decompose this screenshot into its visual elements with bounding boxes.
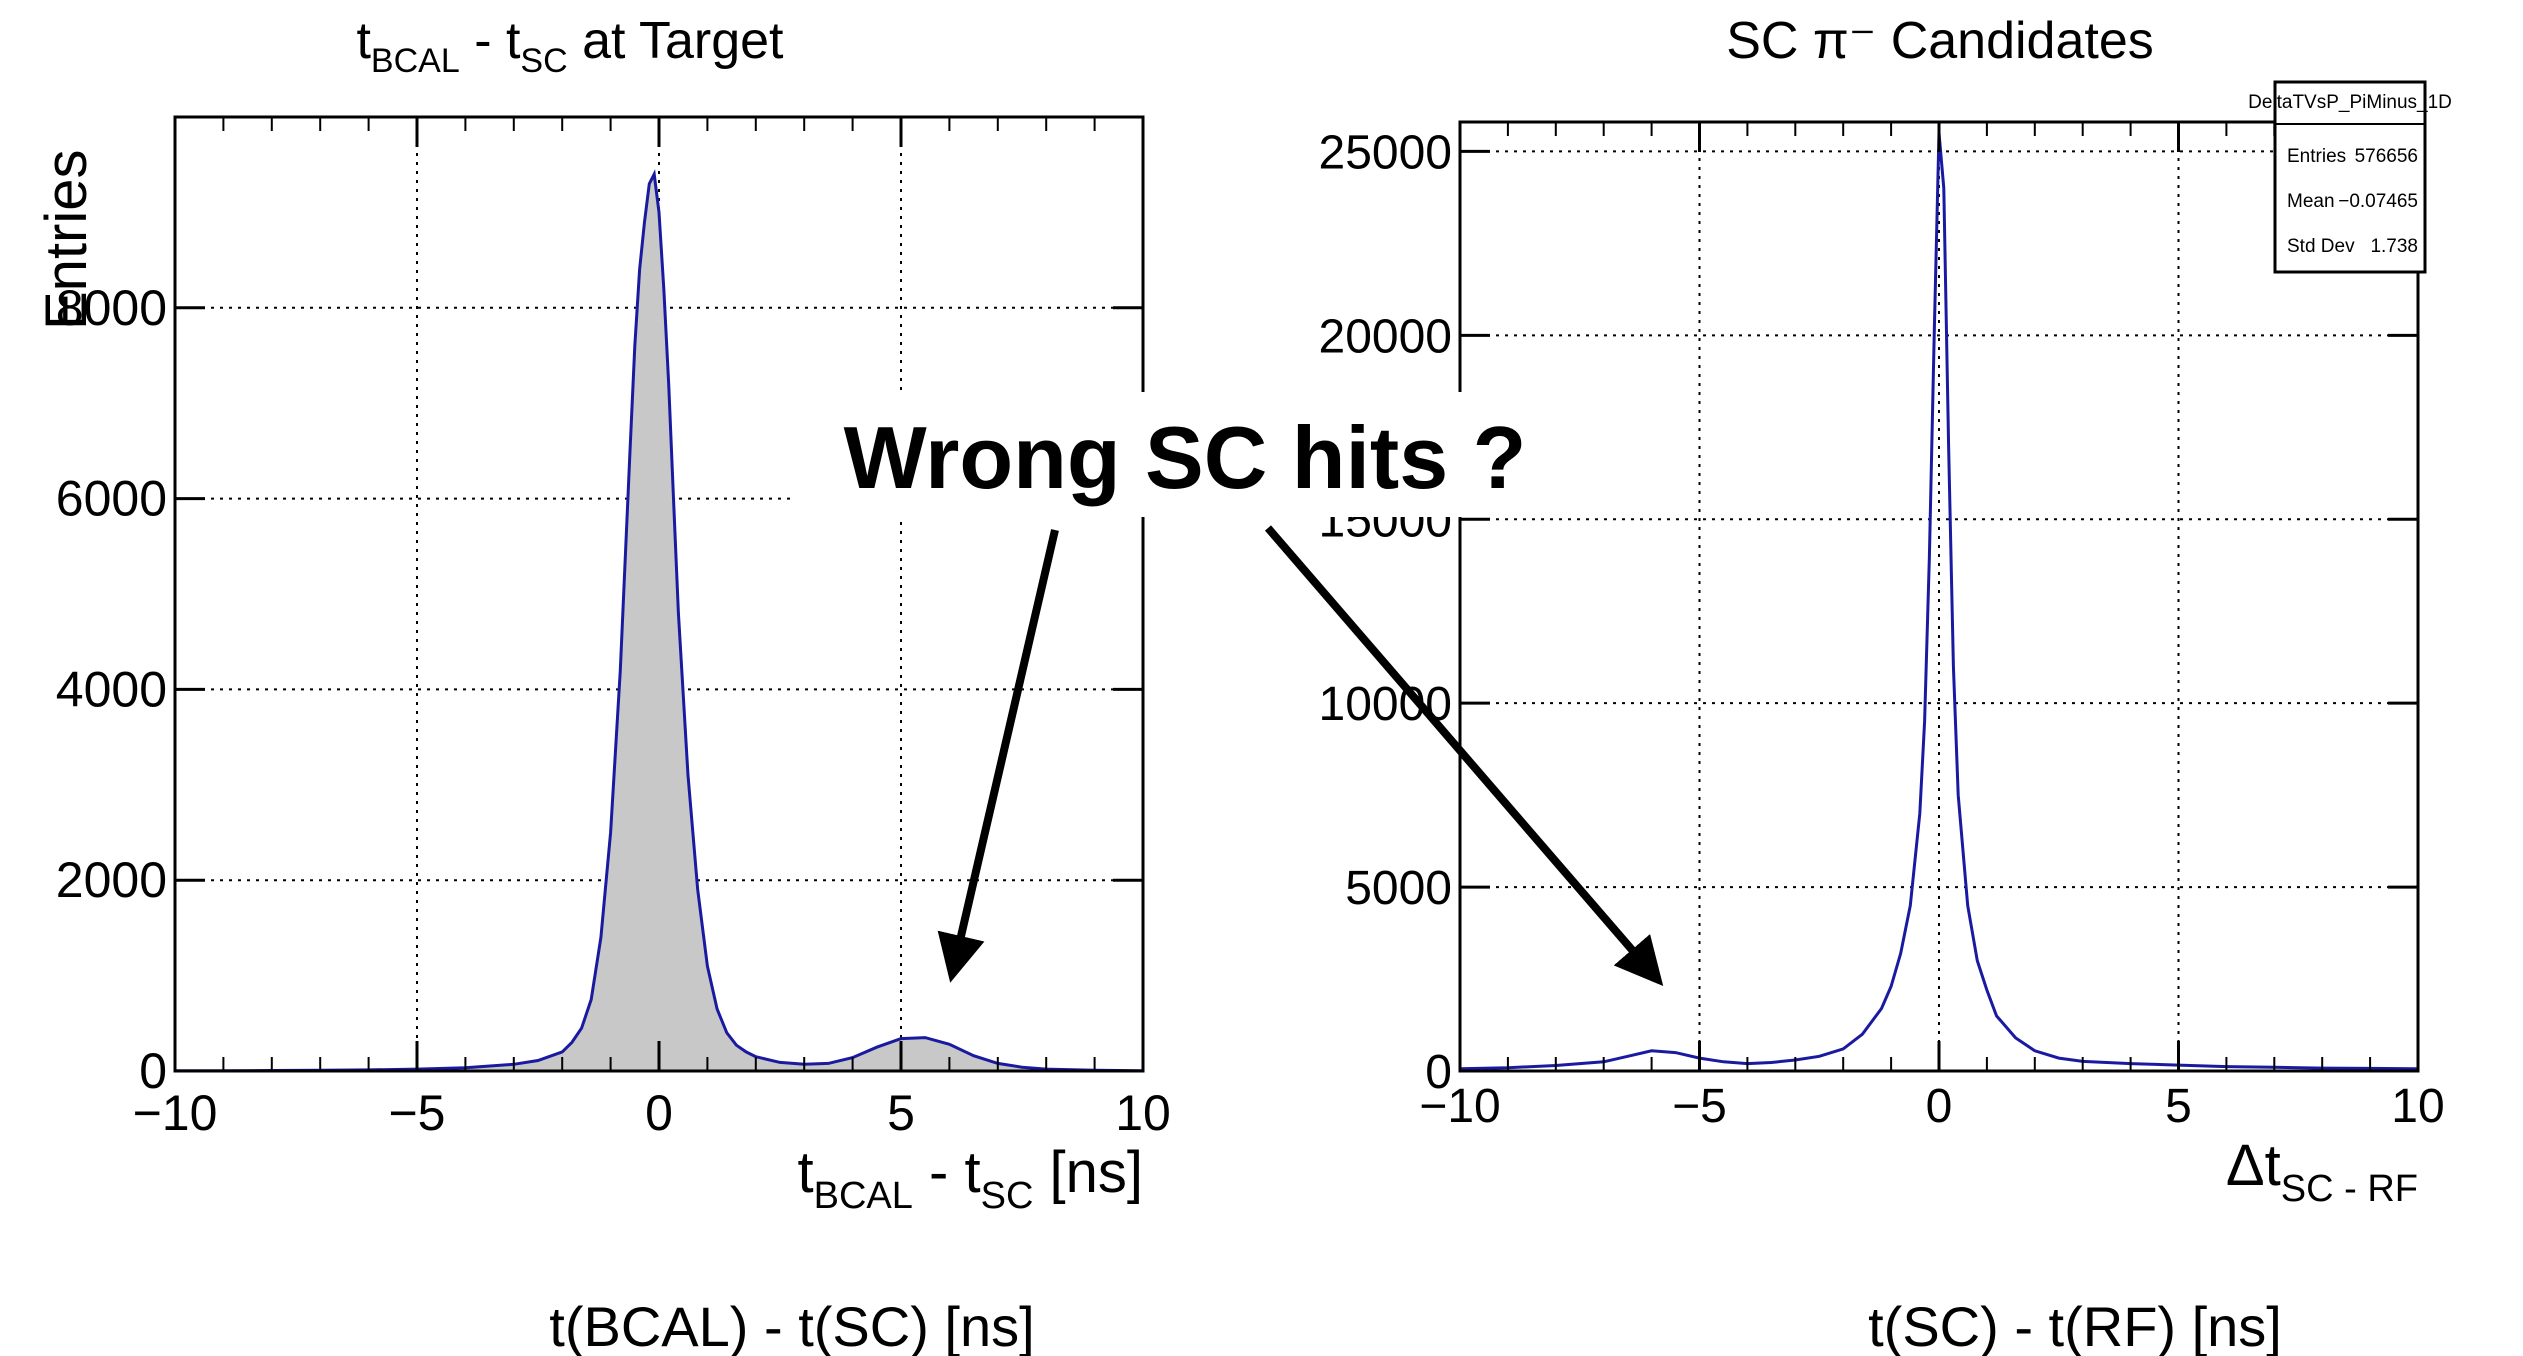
left-x-axis-label: tBCAL - tSC [ns] xyxy=(798,1140,1143,1217)
left-y-tick-labels: 0 2000 4000 6000 8000 xyxy=(56,280,167,1099)
right-chart-title: SC π⁻ Candidates xyxy=(1726,12,2154,70)
y-tick-label: 4000 xyxy=(56,661,167,717)
stats-mean-value: −0.07465 xyxy=(2338,191,2418,212)
y-tick-label: 0 xyxy=(1425,1046,1452,1099)
left-x-tick-labels: −10 −5 0 5 10 xyxy=(133,1085,1171,1141)
stats-stddev-label: Std Dev xyxy=(2287,236,2355,257)
x-tick-label: 5 xyxy=(2165,1080,2192,1133)
right-caption: t(SC) - t(RF) [ns] xyxy=(1868,1295,2282,1356)
x-tick-label: −5 xyxy=(1672,1080,1727,1133)
left-caption: t(BCAL) - t(SC) [ns] xyxy=(549,1295,1034,1356)
y-tick-label: 2000 xyxy=(56,852,167,908)
right-histogram-panel: SC π⁻ Candidates −10 −5 0 5 10 0500010000150… xyxy=(1319,12,2452,1356)
annotation: Wrong SC hits ? xyxy=(795,392,1664,987)
x-tick-label: 0 xyxy=(645,1085,673,1141)
y-tick-label: 25000 xyxy=(1319,126,1452,179)
y-tick-label: 0 xyxy=(139,1043,167,1099)
x-tick-label: −10 xyxy=(133,1085,218,1141)
stats-stddev-value: 1.738 xyxy=(2370,236,2418,257)
stats-box-name: DeltaTVsP_PiMinus_1D xyxy=(2248,92,2452,113)
annotation-background xyxy=(795,392,1575,517)
x-tick-label: −5 xyxy=(388,1085,445,1141)
right-x-axis-label: ΔtSC - RF xyxy=(2226,1133,2418,1210)
x-tick-label: −10 xyxy=(1419,1080,1500,1133)
x-tick-label: 0 xyxy=(1926,1080,1953,1133)
right-histogram-outline xyxy=(1459,132,2419,1071)
right-x-tick-labels: −10 −5 0 5 10 xyxy=(1419,1080,2444,1133)
left-chart-title: tBCAL - tSC at Target xyxy=(356,12,784,80)
y-tick-label: 8000 xyxy=(56,280,167,336)
left-plot-frame xyxy=(173,115,1145,1073)
y-tick-label: 5000 xyxy=(1345,862,1452,915)
y-tick-label: 6000 xyxy=(56,471,167,527)
annotation-text: Wrong SC hits ? xyxy=(844,408,1527,507)
left-histogram-fill xyxy=(175,174,1143,1071)
x-tick-label: 10 xyxy=(1115,1085,1171,1141)
y-tick-label: 20000 xyxy=(1319,310,1452,363)
right-plot-frame xyxy=(1458,120,2420,1073)
stats-entries-label: Entries xyxy=(2287,146,2346,167)
stats-entries-value: 576656 xyxy=(2355,146,2418,167)
x-tick-label: 5 xyxy=(887,1085,915,1141)
stats-mean-label: Mean xyxy=(2287,191,2335,212)
left-histogram-panel: tBCAL - tSC at Target −10 −5 0 5 10 0 2000 400… xyxy=(34,12,1171,1356)
left-y-axis-label: Entries xyxy=(34,149,99,330)
y-tick-label: 10000 xyxy=(1319,678,1452,731)
annotation-arrow-left xyxy=(937,529,1059,983)
left-histogram-outline xyxy=(174,169,1144,1073)
annotation-arrow-right xyxy=(1264,525,1664,987)
stats-box: DeltaTVsP_PiMinus_1D Entries 576656 Mean… xyxy=(2248,80,2452,274)
x-tick-label: 10 xyxy=(2391,1080,2444,1133)
